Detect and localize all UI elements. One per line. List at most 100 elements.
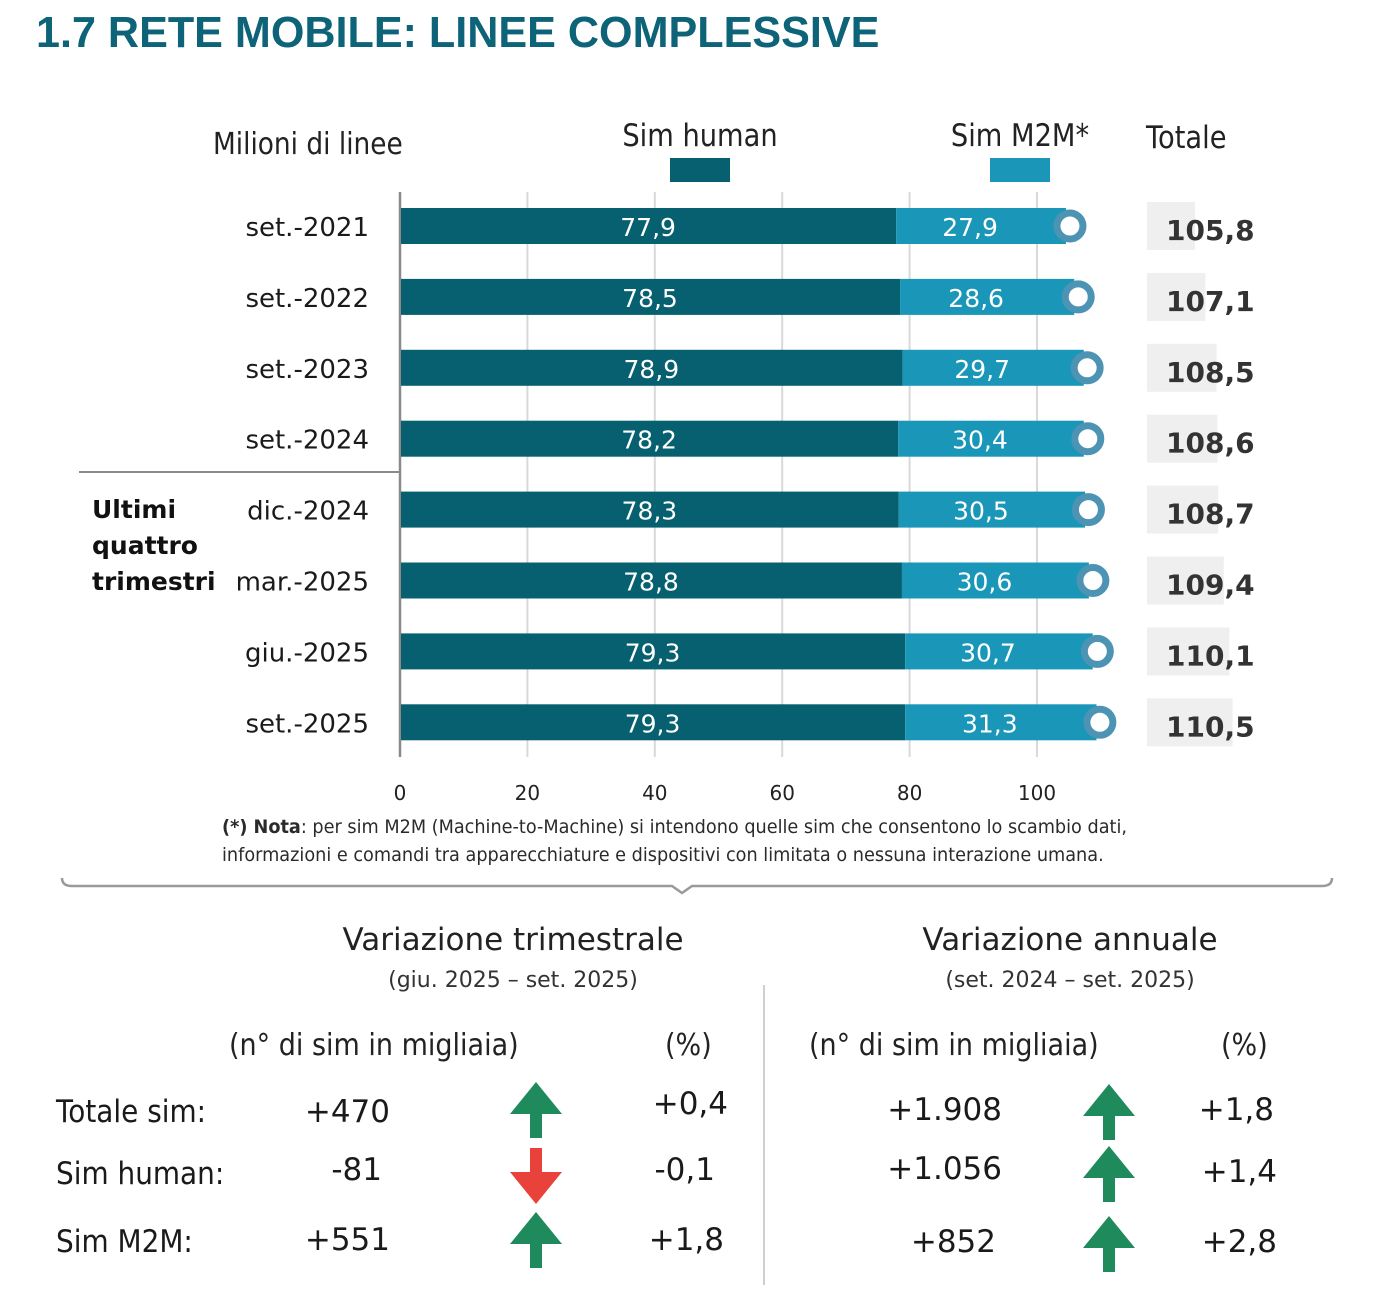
x-tick-label: 0 [394, 781, 407, 805]
arrow-up-icon [510, 1082, 562, 1138]
arrow-up-icon [1083, 1216, 1135, 1272]
annual-abs-header: (n° di sim in migliaia) [809, 1028, 1099, 1063]
total-label: 108,6 [1166, 427, 1255, 460]
legend-sim-m2m-label: Sim M2M* [950, 118, 1090, 154]
annual-pct-human: +1,4 [1201, 1154, 1277, 1190]
arrow-up-icon [510, 1212, 562, 1268]
data-label-sim-m2m: 31,3 [962, 709, 1018, 738]
legend-sim-human-label: Sim human [622, 118, 778, 154]
legend-sim-m2m-swatch [990, 158, 1050, 182]
bar-sim-m2m [900, 278, 1075, 315]
total-background [1147, 556, 1224, 605]
quarterly-pct-header: (%) [665, 1028, 712, 1063]
quarterly-pct-totale: +0,4 [652, 1086, 728, 1122]
arrow-up-icon [1083, 1146, 1135, 1202]
x-tick-label: 20 [515, 781, 540, 805]
row-label-human: Sim human: [56, 1156, 225, 1192]
data-label-sim-m2m: 30,4 [952, 426, 1008, 455]
bar-sim-human [401, 562, 902, 599]
row-label-totale: Totale sim: [56, 1094, 207, 1130]
total-background [1147, 627, 1230, 676]
group-annotation-line: trimestri [92, 567, 216, 596]
bar-sim-m2m [901, 562, 1089, 599]
data-label-sim-human: 78,8 [623, 568, 679, 597]
total-label: 109,4 [1166, 569, 1255, 602]
row-label-m2m: Sim M2M: [56, 1224, 193, 1260]
category-label: set.-2021 [245, 213, 369, 243]
total-background [1147, 343, 1217, 392]
legend-sim-m2m: Sim M2M* [920, 118, 1120, 182]
quarterly-abs-human: -81 [331, 1152, 382, 1188]
bar-sim-m2m [898, 420, 1084, 457]
x-tick-label: 60 [769, 781, 794, 805]
data-label-sim-m2m: 30,6 [957, 568, 1013, 597]
data-label-sim-human: 78,9 [623, 355, 679, 384]
group-separator-line [79, 471, 399, 473]
data-label-sim-human: 78,2 [621, 426, 677, 455]
data-label-sim-human: 79,3 [625, 709, 681, 738]
bar-sim-human [401, 633, 906, 670]
total-label: 105,8 [1166, 214, 1255, 247]
x-tick-label: 40 [642, 781, 667, 805]
footnote-prefix: (*) Nota [222, 816, 301, 838]
bar-sim-human [401, 349, 903, 386]
bar-end-marker [1080, 634, 1114, 668]
arrow-up-icon [1083, 1084, 1135, 1140]
category-label: set.-2025 [245, 709, 369, 739]
legend-sim-human: Sim human [600, 118, 800, 182]
quarterly-pct-human: -0,1 [654, 1152, 716, 1188]
bar-sim-human [401, 491, 899, 528]
group-annotation-line: Ultimi [92, 495, 177, 524]
annual-pct-header: (%) [1221, 1028, 1268, 1063]
bar-sim-m2m [902, 349, 1084, 386]
quarterly-pct-m2m: +1,8 [648, 1222, 724, 1258]
data-label-sim-m2m: 30,7 [960, 638, 1016, 667]
data-label-sim-m2m: 27,9 [942, 213, 998, 242]
data-label-sim-m2m: 28,6 [948, 284, 1004, 313]
section-vertical-divider [763, 985, 765, 1285]
bar-sim-human [401, 420, 899, 457]
total-background [1147, 698, 1233, 747]
y-axis-unit-label: Milioni di linee [213, 127, 403, 162]
arrow-down-icon [510, 1148, 562, 1204]
bar-end-marker [1053, 209, 1087, 243]
annual-period: (set. 2024 – set. 2025) [945, 968, 1195, 993]
annual-pct-m2m: +2,8 [1201, 1224, 1277, 1260]
bar-end-marker [1071, 422, 1105, 456]
total-background [1147, 202, 1195, 250]
bar-sim-m2m [905, 704, 1097, 741]
bar-sim-human [401, 278, 901, 315]
totals-header: Totale [1146, 120, 1227, 156]
quarterly-title: Variazione trimestrale [342, 922, 684, 958]
quarterly-abs-m2m: +551 [304, 1222, 390, 1258]
category-label: mar.-2025 [236, 568, 369, 598]
footnote: (*) Nota: per sim M2M (Machine-to-Machin… [222, 813, 1127, 869]
annual-abs-human: +1.056 [887, 1151, 1002, 1187]
bar-sim-human [401, 208, 897, 244]
total-background [1147, 414, 1218, 463]
bar-sim-human [401, 704, 906, 741]
x-tick-label: 80 [897, 781, 922, 805]
total-label: 107,1 [1166, 285, 1255, 318]
total-background [1147, 272, 1206, 321]
bar-end-marker [1061, 280, 1095, 314]
quarterly-abs-header: (n° di sim in migliaia) [229, 1028, 519, 1063]
data-label-sim-m2m: 29,7 [954, 355, 1010, 384]
data-label-sim-human: 78,3 [622, 497, 678, 526]
total-background [1147, 485, 1219, 534]
footnote-line-1: : per sim M2M (Machine-to-Machine) si in… [300, 816, 1127, 838]
total-label: 110,1 [1166, 639, 1255, 672]
total-label: 108,7 [1166, 498, 1255, 531]
bar-sim-m2m [896, 208, 1066, 244]
category-label: set.-2022 [245, 284, 369, 314]
annual-abs-totale: +1.908 [887, 1092, 1002, 1128]
category-label: set.-2024 [245, 426, 369, 456]
quarterly-period: (giu. 2025 – set. 2025) [388, 968, 638, 993]
category-label: set.-2023 [245, 355, 369, 385]
data-label-sim-human: 78,5 [622, 284, 678, 313]
legend-sim-human-swatch [670, 158, 730, 182]
category-label: dic.-2024 [247, 497, 369, 527]
page-title: 1.7 RETE MOBILE: LINEE COMPLESSIVE [36, 8, 880, 57]
bar-sim-m2m [898, 491, 1086, 528]
category-label: giu.-2025 [245, 638, 369, 668]
